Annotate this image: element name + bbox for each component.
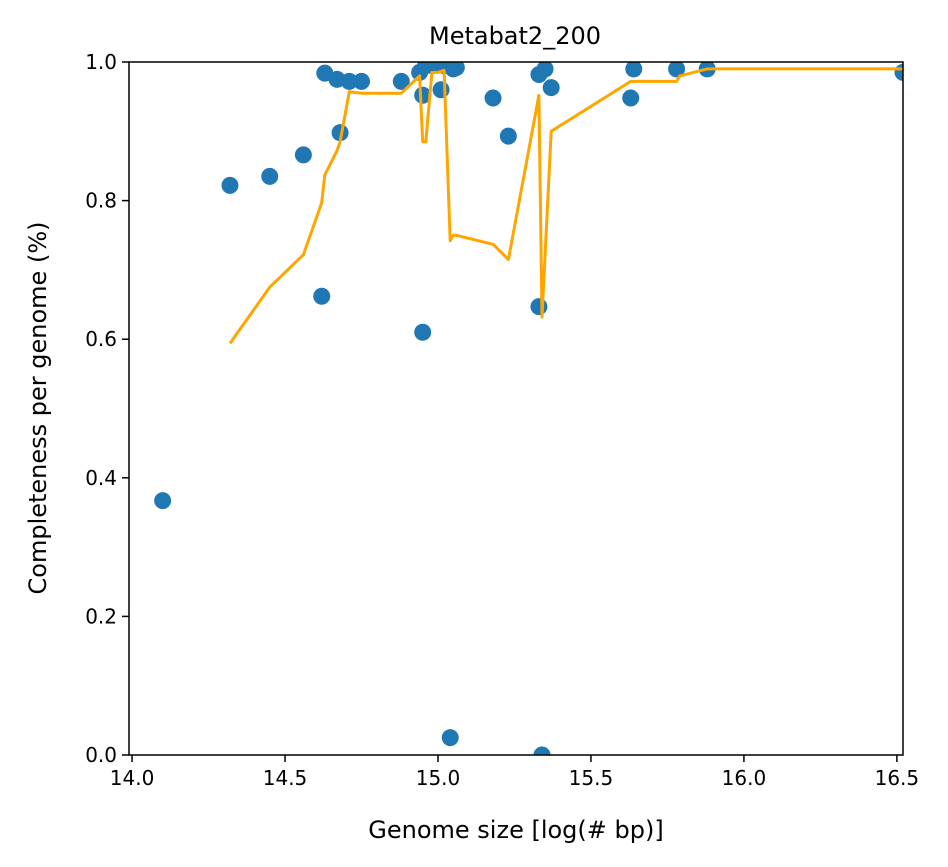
scatter-point xyxy=(533,746,551,755)
scatter-point xyxy=(154,492,172,510)
scatter-point xyxy=(441,729,459,747)
x-tick-label: 15.0 xyxy=(416,766,461,790)
scatter-point xyxy=(484,89,502,107)
scatter-point xyxy=(536,62,554,78)
scatter-point xyxy=(447,62,465,77)
scatter-point xyxy=(353,72,371,90)
scatter-point xyxy=(294,146,312,164)
scatter-point xyxy=(261,167,279,185)
scatter-point xyxy=(542,79,560,97)
y-tick-label: 0.2 xyxy=(85,604,117,628)
y-tick-label: 0.8 xyxy=(85,189,117,213)
y-tick-label: 0.0 xyxy=(85,743,117,767)
scatter-point xyxy=(432,81,450,99)
scatter-point xyxy=(625,62,643,78)
scatter-point xyxy=(331,124,349,142)
x-tick-label: 14.0 xyxy=(110,766,155,790)
scatter-point xyxy=(414,323,432,341)
scatter-point xyxy=(622,89,640,107)
x-tick-label: 15.5 xyxy=(569,766,614,790)
scatter-point xyxy=(313,287,331,305)
scatter-point xyxy=(530,298,548,316)
y-tick-label: 0.4 xyxy=(85,466,117,490)
x-tick-label: 16.0 xyxy=(722,766,767,790)
trend-line xyxy=(228,67,903,345)
y-axis-label: Completeness per genome (%) xyxy=(24,222,52,595)
axes: 14.0 14.5 15.0 15.5 16.0 16.5 0.0 0.2 0.4 0.6 0.8 1… xyxy=(85,50,919,790)
x-tick-label: 16.5 xyxy=(875,766,920,790)
plot-frame xyxy=(128,61,904,756)
scatter-point xyxy=(392,72,410,90)
scatter-point xyxy=(414,86,432,104)
x-axis-label: Genome size [log(# bp)] xyxy=(368,816,663,844)
y-tick-label: 0.6 xyxy=(85,327,117,351)
chart-title: Metabat2_200 xyxy=(429,22,601,50)
scatter-point xyxy=(340,72,358,90)
scatter-point xyxy=(499,127,517,145)
x-tick-label: 14.5 xyxy=(263,766,308,790)
y-tick-label: 1.0 xyxy=(85,50,117,74)
data-marks xyxy=(154,62,903,755)
scatter-point xyxy=(221,176,239,194)
scatter-point xyxy=(668,62,686,78)
